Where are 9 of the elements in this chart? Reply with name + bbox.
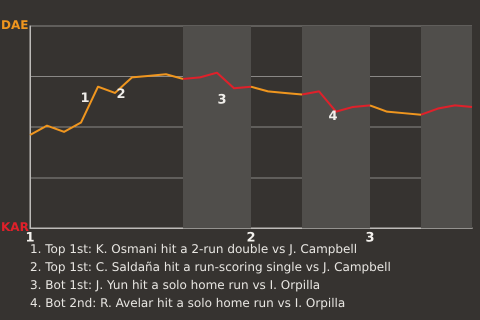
x-tick-label: 3 [365,230,375,246]
text: 3. Bot 1st: J. Yun hit a solo home run vs I. Orpilla [30,277,322,294]
annotation: 3 [217,92,227,108]
annotation: 2 [116,86,126,102]
annotation: 4 [328,109,338,124]
annotation: 1 [80,91,90,106]
text: 2. Top 1st: C. Saldaña hit a run-scoring single vs J. Campbell [30,259,391,276]
text: DAE [1,18,28,32]
text: 4. Bot 2nd: R. Avelar hit a solo home run vs I. Orpilla [30,295,346,312]
